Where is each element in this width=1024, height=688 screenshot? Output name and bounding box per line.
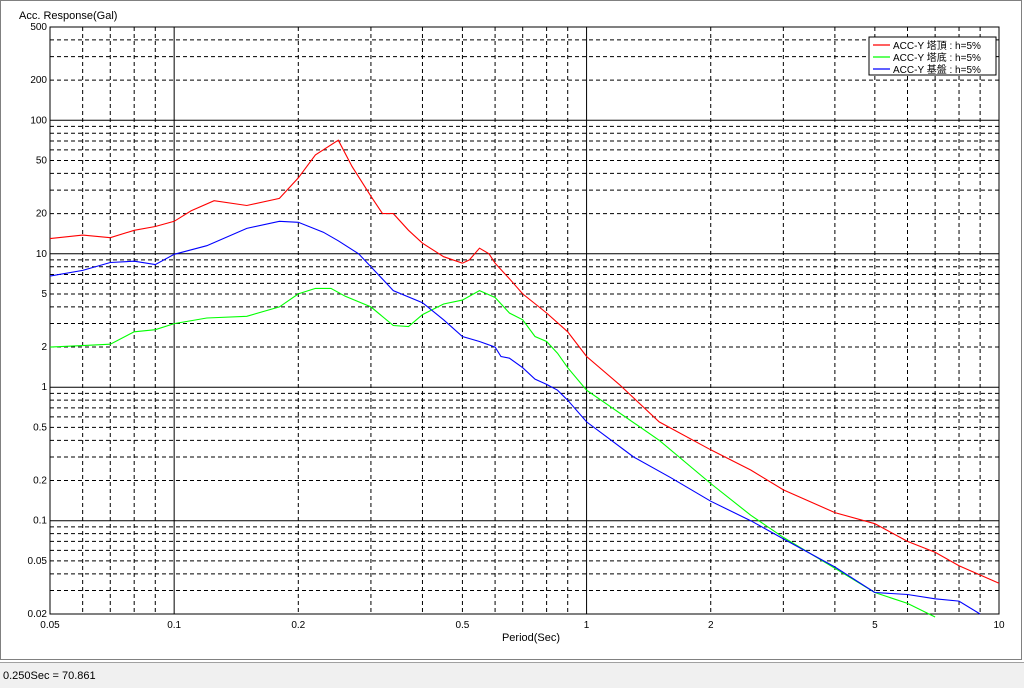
- tick-labels: 0.05 0.1 0.2 0.5 1 2 5 10 500 200 100 50 20 10 5 2 1 0.5 0…: [28, 22, 1005, 631]
- y-tick-label: 5: [41, 289, 47, 300]
- series-line-1: [49, 139, 1000, 584]
- y-tick-label: 0.2: [33, 476, 47, 487]
- x-tick-label: 2: [708, 620, 714, 631]
- x-tick-label: 1: [584, 620, 590, 631]
- series-lines: [49, 139, 1000, 618]
- y-axis-title: Acc. Response(Gal): [19, 10, 117, 22]
- y-tick-label: 200: [30, 75, 47, 86]
- y-tick-label: 50: [36, 155, 48, 166]
- chart-panel[interactable]: Acc. Response(Gal) 0.05 0.1 0.2 0.5 1 2 5 10 500…: [0, 0, 1022, 660]
- y-tick-label: 100: [30, 115, 47, 126]
- x-axis-title: Period(Sec): [502, 632, 560, 644]
- y-tick-label: 0.1: [33, 516, 47, 527]
- legend-entry-2: ACC-Y 塔底 : h=5%: [893, 51, 981, 64]
- y-tick-label: 2: [41, 342, 47, 353]
- x-tick-label: 0.2: [291, 620, 305, 631]
- legend-entry-3: ACC-Y 基盤 : h=5%: [893, 63, 981, 76]
- cursor-readout: 0.250Sec = 70.861: [3, 670, 96, 682]
- x-tick-label: 0.05: [40, 620, 60, 631]
- series-line-3: [49, 220, 981, 615]
- status-bar: 0.250Sec = 70.861: [0, 662, 1024, 688]
- series-line-2: [49, 287, 936, 618]
- y-tick-label: 0.02: [28, 609, 48, 620]
- plot-area[interactable]: [49, 26, 1000, 615]
- y-tick-label: 0.5: [33, 422, 47, 433]
- x-tick-label: 5: [872, 620, 878, 631]
- y-tick-label: 0.05: [28, 556, 48, 567]
- response-spectrum-chart[interactable]: Acc. Response(Gal) 0.05 0.1 0.2 0.5 1 2 5 10500…: [1, 1, 1023, 661]
- y-tick-label: 20: [36, 209, 48, 220]
- grid: [50, 27, 999, 614]
- x-tick-label: 0.1: [167, 620, 181, 631]
- legend-entry-1: ACC-Y 塔頂 : h=5%: [893, 39, 981, 52]
- legend-box: [868, 36, 997, 76]
- legend: ACC-Y 塔頂 : h=5%ACC-Y 塔底 : h=5%ACC-Y 基盤 :…: [868, 36, 997, 76]
- y-tick-label: 1: [41, 382, 47, 393]
- x-tick-label: 10: [993, 620, 1005, 631]
- x-tick-label: 0.5: [455, 620, 469, 631]
- y-tick-label: 10: [36, 249, 48, 260]
- y-tick-label: 500: [30, 22, 47, 33]
